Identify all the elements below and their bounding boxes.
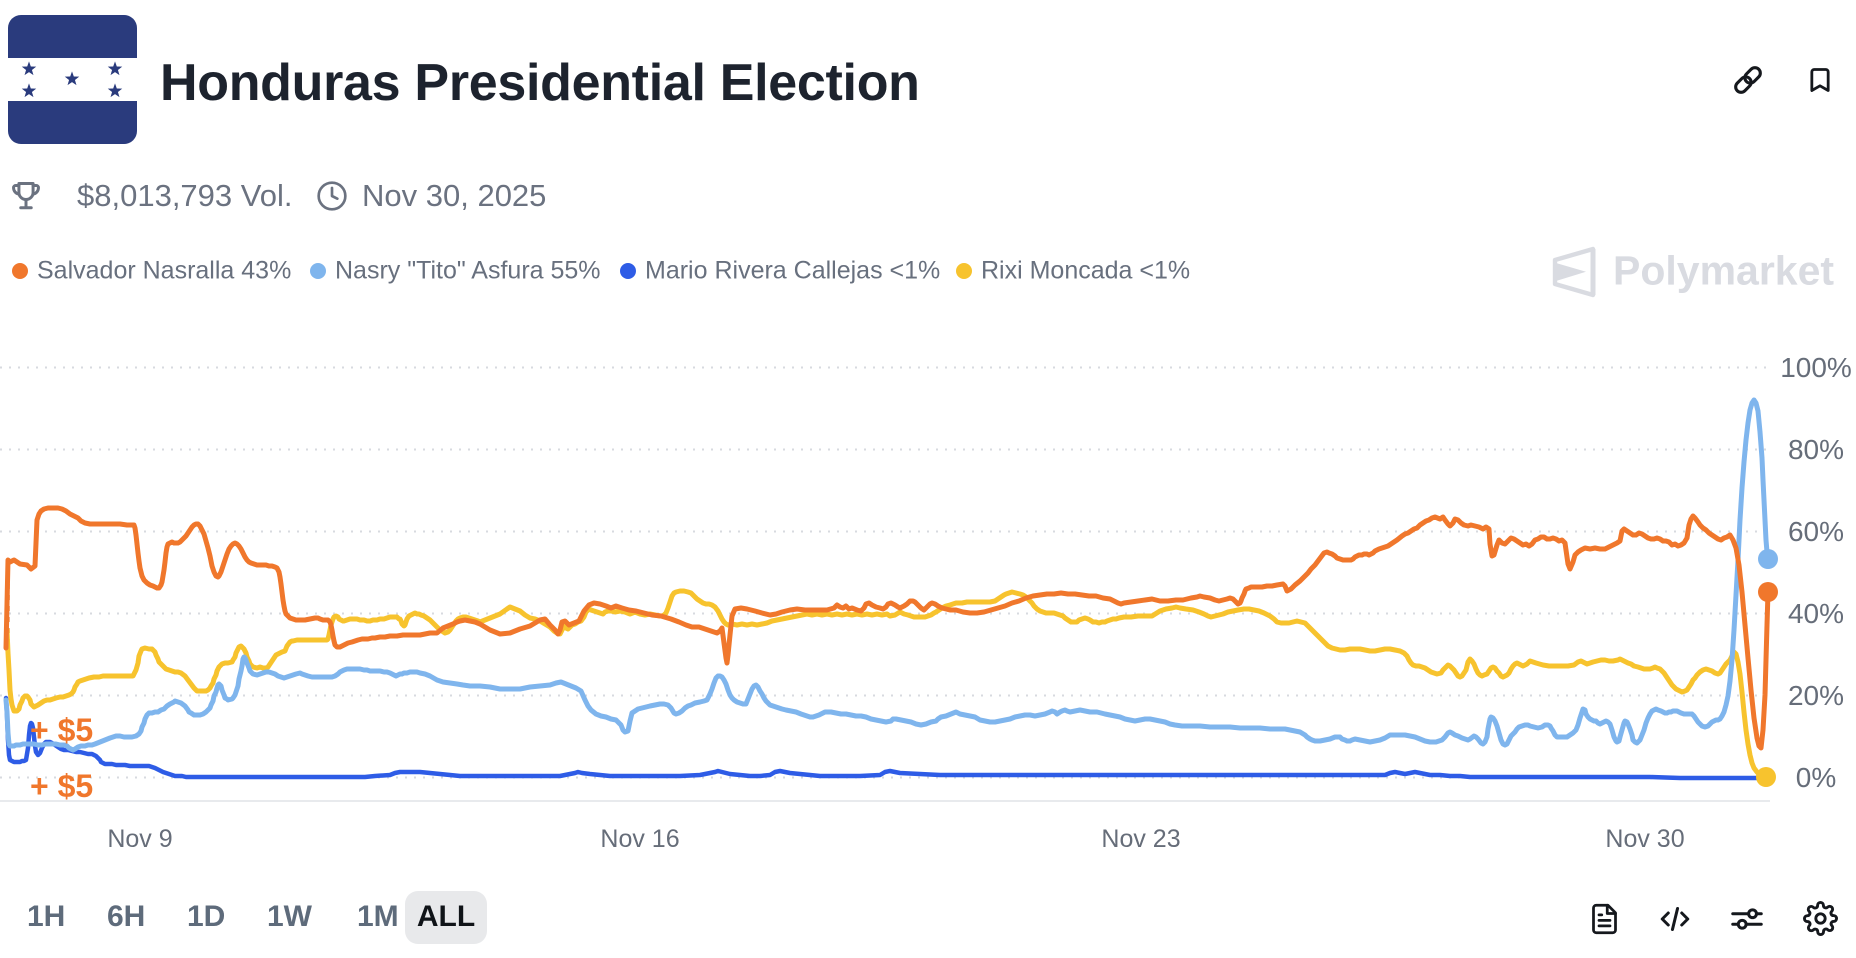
svg-text:Nov 9: Nov 9 [107,825,172,853]
svg-text:+ $5: + $5 [30,768,93,804]
svg-text:+ $5: + $5 [30,712,93,748]
svg-text:100%: 100% [1780,352,1852,383]
svg-text:20%: 20% [1788,680,1844,711]
svg-text:80%: 80% [1788,434,1844,465]
svg-text:0%: 0% [1796,762,1836,793]
svg-text:60%: 60% [1788,516,1844,547]
svg-text:Nov 16: Nov 16 [600,825,679,853]
svg-text:40%: 40% [1788,598,1844,629]
svg-text:Nov 30: Nov 30 [1605,825,1684,853]
svg-text:Nov 23: Nov 23 [1101,825,1180,853]
